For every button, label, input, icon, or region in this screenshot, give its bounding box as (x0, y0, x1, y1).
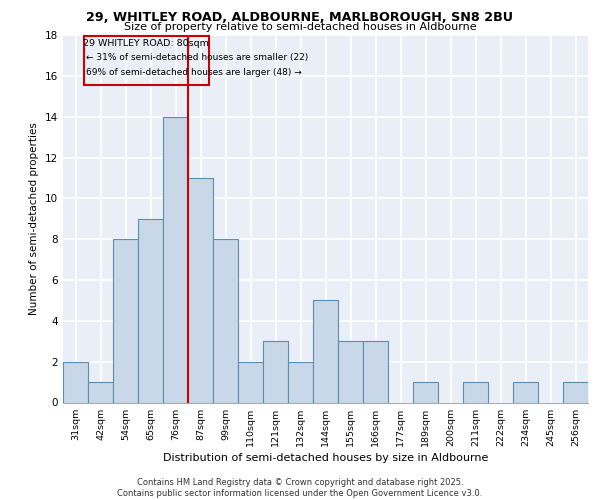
Bar (288, 362, 313, 403)
Bar (238, 362, 263, 403)
Text: Size of property relative to semi-detached houses in Aldbourne: Size of property relative to semi-detach… (124, 22, 476, 32)
Bar (263, 341, 288, 402)
Text: Contains HM Land Registry data © Crown copyright and database right 2025.
Contai: Contains HM Land Registry data © Crown c… (118, 478, 482, 498)
Text: 29, WHITLEY ROAD, ALDBOURNE, MARLBOROUGH, SN8 2BU: 29, WHITLEY ROAD, ALDBOURNE, MARLBOROUGH… (86, 11, 514, 24)
Bar (463, 382, 488, 402)
Bar (138, 219, 163, 402)
Bar (88, 382, 113, 402)
Bar (163, 116, 188, 403)
Bar (363, 341, 388, 402)
Bar (313, 300, 338, 402)
Text: ← 31% of semi-detached houses are smaller (22): ← 31% of semi-detached houses are smalle… (86, 54, 308, 62)
Bar (338, 341, 363, 402)
Text: 29 WHITLEY ROAD: 80sqm: 29 WHITLEY ROAD: 80sqm (83, 39, 209, 48)
Bar (84, 36, 209, 85)
Bar (413, 382, 438, 402)
Bar (63, 362, 88, 403)
Y-axis label: Number of semi-detached properties: Number of semi-detached properties (29, 122, 40, 315)
Bar (113, 239, 138, 402)
Bar (213, 239, 238, 402)
X-axis label: Distribution of semi-detached houses by size in Aldbourne: Distribution of semi-detached houses by … (163, 452, 488, 462)
Text: 69% of semi-detached houses are larger (48) →: 69% of semi-detached houses are larger (… (86, 68, 301, 76)
Bar (513, 382, 538, 402)
Bar (563, 382, 588, 402)
Bar (188, 178, 213, 402)
